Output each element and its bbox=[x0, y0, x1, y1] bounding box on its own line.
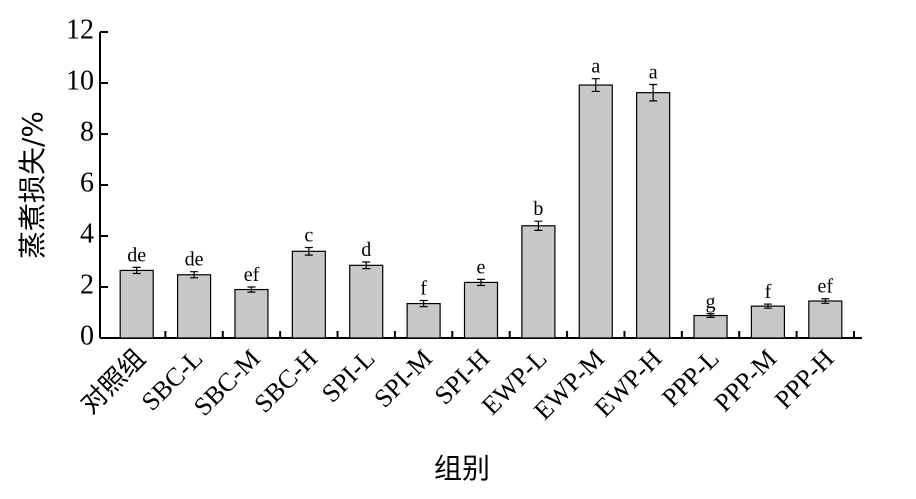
bar bbox=[808, 300, 843, 339]
error-bar bbox=[419, 299, 428, 308]
significance-label: a bbox=[649, 62, 658, 84]
x-tick-label: SBC-M bbox=[188, 344, 266, 422]
x-tick-label: PPP-M bbox=[709, 344, 783, 418]
error-bar bbox=[190, 271, 199, 279]
y-tick-label: 10 bbox=[66, 65, 94, 96]
significance-label: f bbox=[765, 281, 772, 303]
error-bar bbox=[763, 303, 772, 309]
significance-label: g bbox=[706, 291, 716, 313]
significance-label: de bbox=[185, 249, 204, 271]
error-bar bbox=[304, 246, 313, 256]
significance-label: de bbox=[127, 244, 146, 266]
significance-label: d bbox=[361, 239, 371, 261]
significance-label: ef bbox=[244, 264, 260, 286]
significance-label: a bbox=[591, 56, 600, 78]
significance-label: c bbox=[304, 224, 313, 246]
error-bar bbox=[534, 220, 543, 231]
bar bbox=[521, 225, 556, 339]
error-bar bbox=[247, 286, 256, 293]
bar bbox=[234, 288, 269, 339]
bar bbox=[693, 314, 728, 339]
error-bar bbox=[649, 83, 658, 102]
x-tick-label: PPP-H bbox=[769, 344, 840, 415]
bar bbox=[750, 305, 786, 339]
significance-label: f bbox=[420, 278, 427, 300]
bar bbox=[636, 92, 671, 339]
bar bbox=[291, 250, 326, 339]
bar bbox=[578, 84, 613, 339]
x-tick-label: 对照组 bbox=[75, 344, 151, 420]
y-tick-label: 2 bbox=[80, 269, 94, 300]
y-tick-label: 8 bbox=[80, 116, 94, 147]
error-bar bbox=[821, 298, 830, 304]
error-bar bbox=[591, 78, 600, 93]
error-bar bbox=[132, 266, 141, 275]
x-tick-label: SPI-M bbox=[368, 344, 438, 414]
y-tick-label: 4 bbox=[80, 218, 94, 249]
bar bbox=[176, 274, 212, 339]
significance-label: e bbox=[477, 256, 486, 278]
bar bbox=[463, 281, 499, 339]
bar bbox=[349, 264, 384, 339]
error-bar bbox=[706, 313, 715, 318]
x-tick-label: SPI-L bbox=[316, 344, 380, 408]
y-tick-label: 6 bbox=[80, 167, 94, 198]
y-tick-label: 12 bbox=[66, 14, 94, 45]
error-bar bbox=[477, 278, 485, 287]
bar bbox=[119, 269, 154, 339]
y-tick-label: 0 bbox=[80, 320, 94, 351]
x-axis-label: 组别 bbox=[434, 452, 490, 485]
error-bar bbox=[362, 261, 371, 270]
y-axis-label: 蒸煮损失/% bbox=[16, 111, 49, 259]
significance-label: b bbox=[533, 198, 543, 220]
significance-label: ef bbox=[818, 276, 834, 298]
x-tick-label: SBC-H bbox=[248, 344, 323, 419]
bar bbox=[406, 302, 441, 339]
